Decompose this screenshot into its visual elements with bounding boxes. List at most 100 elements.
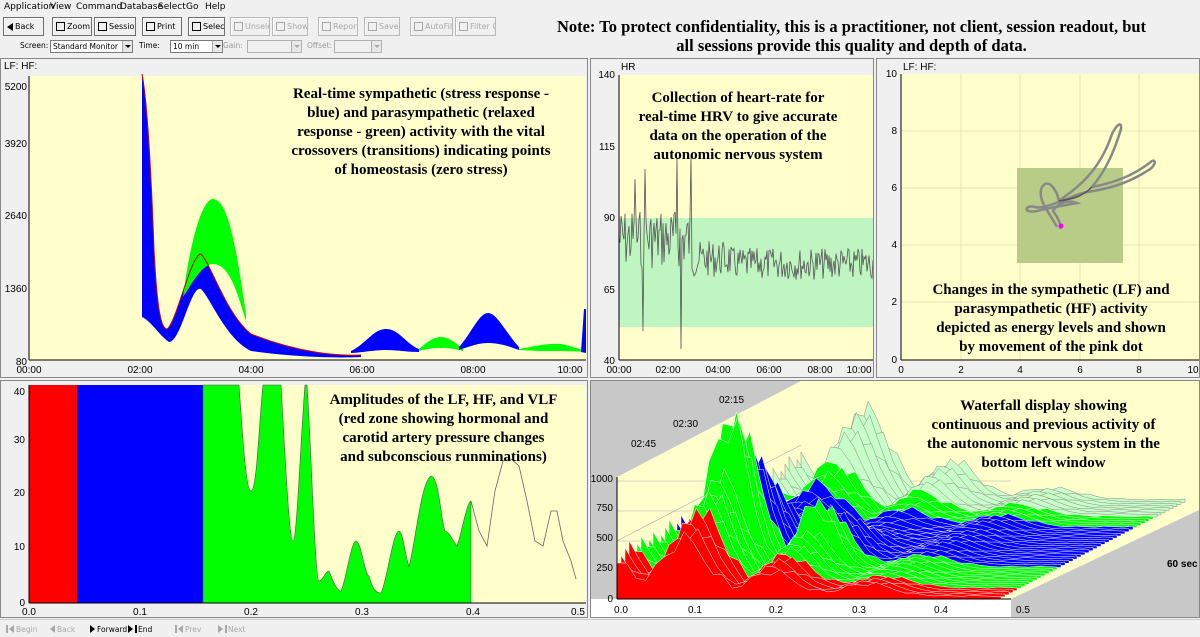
waterfall-time-label: 02:45: [631, 439, 656, 450]
y-tick-label: 40: [604, 356, 616, 367]
x-tick-label: 0.0: [614, 605, 628, 616]
confidentiality-note: Note: To protect confidentiality, this i…: [556, 17, 1147, 55]
filter-off-button[interactable]: Filter Off: [455, 17, 496, 36]
navigation-bar: Begin Back Forward End Prev Next: [0, 619, 1200, 637]
next-button[interactable]: Next: [218, 622, 245, 636]
time-label: Time:: [139, 41, 160, 50]
y-tick-label: 30: [14, 435, 26, 446]
lf-hf-realtime-panel[interactable]: 5200 3920 2640 1360 80 00:00 02:00 04:00…: [0, 58, 588, 378]
x-tick-label: 0.3: [355, 607, 369, 618]
panel-caption: Waterfall display showing continuous and…: [927, 398, 1160, 471]
select-button[interactable]: Select: [188, 17, 225, 36]
begin-icon: [6, 625, 8, 633]
waterfall-right-wall: [1011, 509, 1199, 617]
session-icon: [98, 22, 107, 31]
energy-levels-panel[interactable]: 10 8 6 4 2 0 0 2 4 6 8 10 LF: HF: Change…: [876, 58, 1200, 378]
sympathetic-bump-2: [459, 313, 519, 350]
x-tick-label: 08:00: [807, 365, 832, 376]
toolbar: Back Zoom Session Print Select Unselect …: [0, 15, 500, 38]
begin-button[interactable]: Begin: [6, 622, 37, 636]
x-tick-label: 10:00: [846, 365, 871, 376]
end-icon: [128, 625, 133, 633]
chevron-down-icon[interactable]: [291, 41, 301, 52]
amplitude-spectrum-chart: 40 30 20 10 0 0.0 0.1 0.2 0.3 0.4 0.5: [14, 384, 586, 618]
heart-rate-trace: [618, 153, 873, 350]
x-tick-label: 2: [958, 365, 964, 376]
unselect-button[interactable]: Unselect: [230, 17, 270, 36]
envelope-line: [141, 73, 362, 356]
forward-button[interactable]: Forward: [90, 622, 127, 636]
zoom-button[interactable]: Zoom: [52, 17, 92, 36]
panel-caption: Real-time sympathetic (stress response -…: [291, 86, 551, 178]
menu-bar: Application View Command Database Select…: [0, 0, 1200, 15]
zoom-icon: [56, 22, 65, 31]
vlf-red-zone: [29, 385, 77, 603]
report-button[interactable]: Report: [318, 17, 358, 36]
y-tick-label: 80: [16, 357, 28, 368]
energy-trajectory-core: [1058, 186, 1093, 202]
save-button[interactable]: Save: [364, 17, 400, 36]
screen-label: Screen:: [20, 41, 49, 50]
x-tick-label: 0.5: [571, 607, 585, 618]
offset-select[interactable]: [334, 40, 382, 53]
waterfall-duration-label: 60 sec: [1167, 559, 1198, 570]
time-select[interactable]: 10 min: [170, 40, 223, 53]
y-tick-label: 10: [14, 542, 26, 553]
end-button[interactable]: End: [128, 622, 152, 636]
screen-select[interactable]: Standard Monitor: [50, 40, 133, 53]
checkbox-icon: [192, 22, 201, 31]
chevron-down-icon[interactable]: [371, 41, 381, 52]
waterfall-ridge: [660, 415, 1046, 577]
waterfall-left-wall: [591, 381, 801, 599]
unselect-icon: [234, 22, 243, 31]
y-tick-label: 2640: [5, 211, 28, 222]
gain-label: Gain:: [223, 41, 243, 50]
autofilter-button[interactable]: AutoFilter: [410, 17, 453, 36]
panel-title: LF: HF:: [4, 61, 38, 72]
menu-application[interactable]: Application: [4, 2, 55, 12]
show-button[interactable]: Show: [272, 17, 308, 36]
x-tick-label: 08:00: [460, 365, 485, 376]
menu-select[interactable]: Select: [158, 2, 186, 12]
x-tick-label: 4: [1017, 365, 1023, 376]
screen-settings-bar: Screen: Standard Monitor Time: 10 min Ga…: [0, 38, 500, 56]
parasympathetic-tail: [519, 343, 586, 352]
y-tick-label: 1360: [5, 284, 28, 295]
x-tick-label: 02:00: [127, 365, 152, 376]
lf-blue-zone: [77, 385, 203, 603]
menu-help[interactable]: Help: [205, 2, 226, 12]
prev-button[interactable]: Prev: [175, 622, 201, 636]
back-icon: [50, 625, 55, 633]
session-button[interactable]: Session: [94, 17, 136, 36]
offset-label: Offset:: [307, 41, 333, 50]
panel-caption: Collection of heart-rate for real-time H…: [638, 90, 838, 163]
heart-rate-chart: 140 115 90 65 40 00:00 02:00 04:00 06:00…: [598, 70, 873, 376]
chevron-down-icon[interactable]: [212, 41, 222, 52]
panel-caption: Changes in the sympathetic (LF) and para…: [932, 282, 1170, 355]
x-tick-label: 0.0: [22, 607, 36, 618]
nav-back-button[interactable]: Back: [50, 622, 75, 636]
menu-go[interactable]: Go: [186, 2, 199, 12]
waterfall-panel[interactable]: 1000 750 500 250 0 0.0 0.1 0.2 0.3 0.4 0…: [590, 380, 1200, 618]
y-tick-label: 5200: [5, 82, 28, 93]
energy-pink-dot: [1058, 223, 1064, 229]
print-button[interactable]: Print: [142, 17, 182, 36]
menu-view[interactable]: View: [50, 2, 72, 12]
x-tick-label: 04:00: [238, 365, 263, 376]
x-tick-label: 0.1: [688, 605, 702, 616]
x-tick-label: 6: [1077, 365, 1083, 376]
heart-rate-panel[interactable]: 140 115 90 65 40 00:00 02:00 04:00 06:00…: [590, 58, 874, 378]
waterfall-time-label: 02:15: [719, 395, 744, 406]
y-tick-label: 20: [14, 488, 26, 499]
amplitude-spectrum-panel[interactable]: 40 30 20 10 0 0.0 0.1 0.2 0.3 0.4 0.5 Am…: [0, 380, 588, 618]
chevron-down-icon[interactable]: [122, 41, 132, 52]
waterfall-ridge: [616, 531, 1002, 600]
menu-command[interactable]: Command: [76, 2, 123, 12]
y-tick-label: 1000: [591, 474, 613, 485]
printer-icon: [146, 22, 155, 31]
back-button[interactable]: Back: [3, 17, 44, 36]
y-tick-label: 40: [14, 387, 26, 398]
gain-select[interactable]: [247, 40, 302, 53]
menu-database[interactable]: Database: [120, 2, 163, 12]
y-tick-label: 6: [891, 183, 897, 194]
